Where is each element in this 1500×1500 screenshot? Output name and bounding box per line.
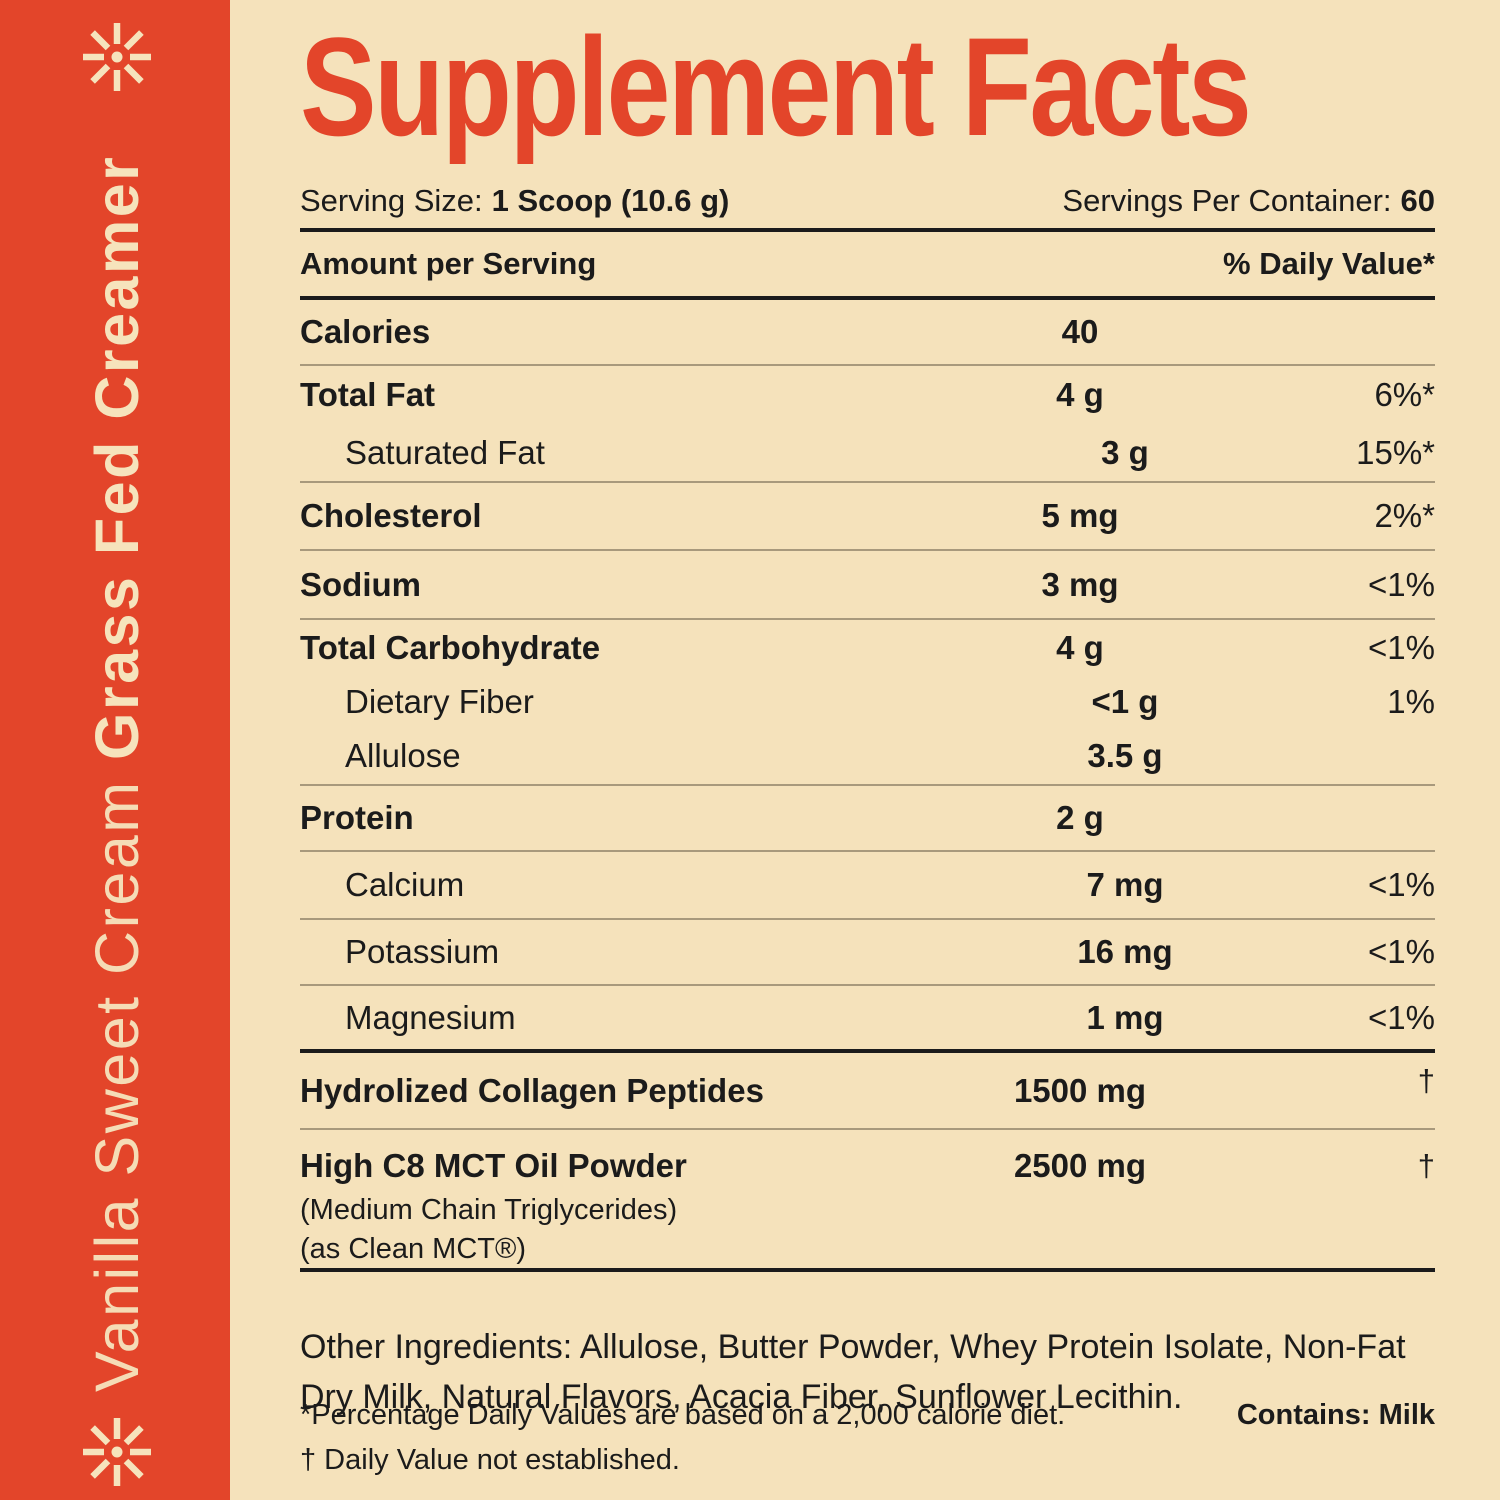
product-name: Grass Fed Creamer (83, 154, 151, 760)
nutrient-amount: 4 g (1056, 629, 1104, 666)
other-ingredients-text: Other Ingredients: Allulose, Butter Powd… (300, 1328, 1406, 1416)
dagger-symbol: † (1417, 1148, 1435, 1183)
servings-per-container: Servings Per Container: 60 (1062, 182, 1435, 220)
serving-size-label: Serving Size: (300, 183, 483, 218)
divider-thin (300, 1128, 1435, 1130)
nutrient-row-allulose: Allulose 3.5 g (300, 727, 1435, 784)
nutrient-label: Allulose (345, 736, 461, 774)
product-name-vertical: Vanilla Sweet Cream Grass Fed Creamer (83, 154, 151, 1392)
eight-ray-star-icon (83, 23, 151, 91)
daily-value-header: % Daily Value* (1223, 246, 1435, 281)
flavor-sidebar: Vanilla Sweet Cream Grass Fed Creamer (0, 0, 230, 1500)
nutrient-subnote: (as Clean MCT®) (300, 1233, 527, 1265)
nutrient-label: Dietary Fiber (345, 682, 534, 720)
servings-per-container-value: 60 (1400, 183, 1435, 218)
nutrient-row-dietary-fiber: Dietary Fiber <1 g 1% (300, 676, 1435, 727)
nutrient-row-mct-oil-powder: High C8 MCT Oil Powder (Medium Chain Tri… (300, 1130, 1435, 1268)
serving-size: Serving Size: 1 Scoop (10.6 g) (300, 182, 729, 220)
divider-thin (300, 784, 1435, 786)
dv-note: *Percentage Daily Values are based on a … (300, 1399, 1066, 1431)
eight-ray-star-icon (83, 1418, 151, 1486)
nutrient-dv: <1% (1368, 933, 1435, 970)
nutrient-amount: 1500 mg (1013, 1071, 1147, 1109)
divider-thick (300, 296, 1435, 300)
nutrient-label: Total Carbohydrate (300, 629, 601, 666)
dagger-symbol: † (1417, 1063, 1435, 1098)
nutrient-dv: <1% (1368, 998, 1435, 1036)
dagger-note: † Daily Value not established. (300, 1444, 680, 1476)
table-header-row: Amount per Serving % Daily Value* (300, 232, 1435, 296)
divider-thin (300, 850, 1435, 852)
nutrient-row-potassium: Potassium 16 mg <1% (300, 920, 1435, 984)
nutrient-amount: 16 mg (1077, 933, 1173, 970)
nutrient-amount: 2500 mg (1013, 1147, 1147, 1184)
nutrient-row-calories: Calories 40 (300, 300, 1435, 364)
nutrient-label: Potassium (345, 933, 500, 970)
divider-thick (300, 228, 1435, 232)
nutrient-row-total-carbohydrate: Total Carbohydrate 4 g <1% (300, 620, 1435, 676)
nutrient-amount: 3 mg (1041, 565, 1119, 603)
page-title: Supplement Facts (300, 8, 1252, 165)
nutrient-row-cholesterol: Cholesterol 5 mg 2%* (300, 483, 1435, 549)
nutrient-amount: 1 mg (1086, 998, 1164, 1036)
nutrient-subnote: (Medium Chain Triglycerides) (300, 1194, 678, 1226)
divider-thin (300, 364, 1435, 366)
divider-thick (300, 1049, 1435, 1053)
nutrient-row-collagen-peptides: Hydrolized Collagen Peptides 1500 mg † (300, 1053, 1435, 1128)
amount-header: Amount per Serving (300, 246, 597, 281)
flavor-name: Vanilla Sweet Cream (83, 779, 151, 1392)
divider-thin (300, 549, 1435, 551)
nutrient-dv: <1% (1368, 866, 1435, 903)
supplement-facts-panel: Supplement Facts Serving Size: 1 Scoop (1… (230, 0, 1500, 1500)
divider-thin (300, 918, 1435, 920)
divider-thin (300, 481, 1435, 483)
nutrient-dv: <1% (1368, 629, 1435, 666)
nutrient-amount: 40 (1061, 313, 1099, 350)
nutrient-dv: <1% (1368, 565, 1435, 603)
nutrient-row-magnesium: Magnesium 1 mg <1% (300, 986, 1435, 1049)
nutrient-amount: 3.5 g (1087, 736, 1163, 774)
nutrient-amount: 5 mg (1041, 497, 1119, 534)
serving-info-row: Serving Size: 1 Scoop (10.6 g) Servings P… (300, 182, 1435, 220)
nutrient-label: Hydrolized Collagen Peptides (300, 1071, 764, 1109)
nutrient-row-saturated-fat: Saturated Fat 3 g 15%* (300, 424, 1435, 481)
nutrient-row-sodium: Sodium 3 mg <1% (300, 551, 1435, 618)
footnotes-row: *Percentage Daily Values are based on a … (300, 1393, 1435, 1483)
nutrient-label: Calcium (345, 866, 465, 903)
daily-value-notes: *Percentage Daily Values are based on a … (300, 1393, 1065, 1483)
nutrient-row-calcium: Calcium 7 mg <1% (300, 852, 1435, 918)
nutrient-row-total-fat: Total Fat 4 g 6%* (300, 366, 1435, 424)
nutrient-label: High C8 MCT Oil Powder (300, 1147, 687, 1184)
divider-thin (300, 984, 1435, 986)
nutrient-dv: 15%* (1356, 433, 1435, 471)
nutrient-dv: 6%* (1374, 376, 1435, 413)
nutrient-amount: 2 g (1056, 799, 1104, 836)
nutrient-label: Magnesium (345, 998, 516, 1036)
nutrient-amount: 4 g (1056, 376, 1104, 413)
nutrient-label: Cholesterol (300, 497, 482, 534)
allergen-statement: Contains: Milk (1236, 1399, 1435, 1431)
divider-thick (300, 1268, 1435, 1272)
nutrient-row-protein: Protein 2 g (300, 786, 1435, 850)
nutrient-label: Protein (300, 799, 414, 836)
serving-size-value: 1 Scoop (10.6 g) (491, 183, 730, 218)
nutrient-amount: <1 g (1091, 682, 1159, 720)
nutrient-label: Saturated Fat (345, 433, 545, 471)
servings-per-container-label: Servings Per Container: (1062, 183, 1392, 218)
nutrient-label: Sodium (300, 565, 421, 603)
nutrient-label: Total Fat (300, 376, 436, 413)
nutrient-amount: 3 g (1101, 433, 1149, 471)
nutrient-label: Calories (300, 313, 431, 350)
nutrient-amount: 7 mg (1086, 866, 1164, 903)
nutrient-dv: 2%* (1374, 497, 1435, 534)
nutrient-dv: 1% (1387, 682, 1435, 720)
nutrition-table: Amount per Serving % Daily Value* Calori… (300, 228, 1435, 1272)
divider-thin (300, 618, 1435, 620)
